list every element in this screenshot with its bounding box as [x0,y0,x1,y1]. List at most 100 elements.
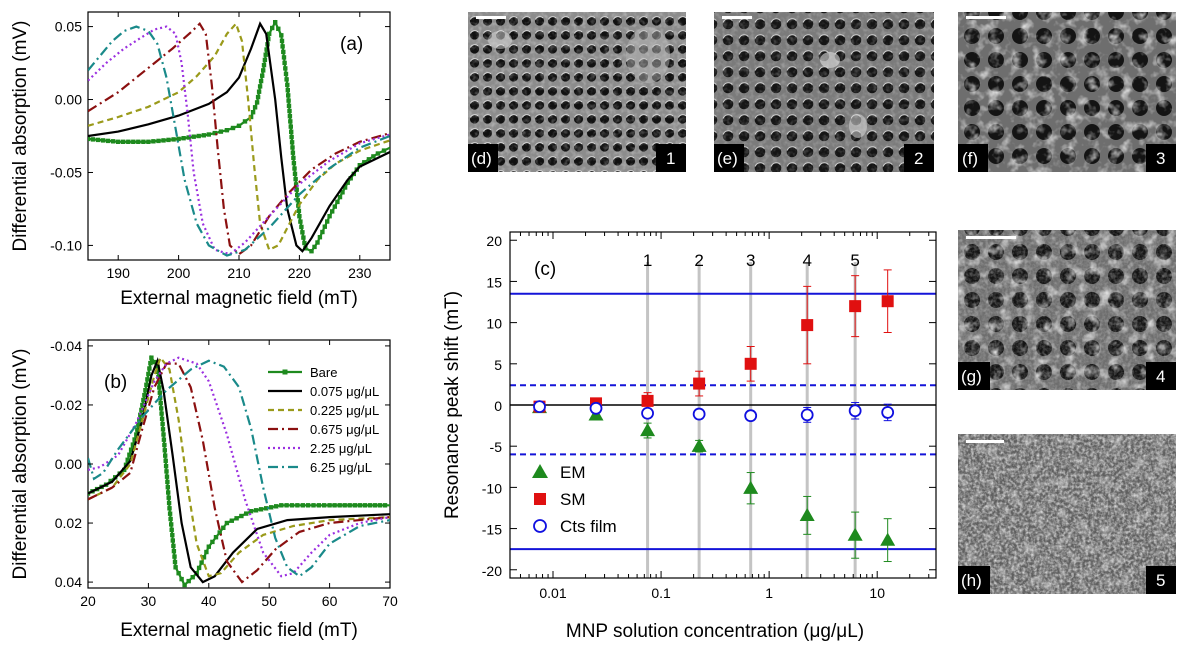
chart-b-series-0-marker [169,522,174,527]
chart-b-series-0-marker [159,406,164,411]
chart-c-ytick-label: 0 [494,398,502,414]
sem-image-e: (e) 2 [714,12,934,172]
chart-a-series-0-marker [287,114,293,119]
chart-a-series-0-marker [297,214,302,219]
chart-b-series-0-marker [130,442,136,447]
chart-b-series-0-marker [176,571,181,576]
chart-b-series-0-marker [217,530,222,535]
image-label-e: (e) [717,149,738,168]
chart-b-series-0-marker [199,560,204,565]
chart-c-vline-label-4: 4 [802,251,811,270]
chart-c-point-cts-film [848,404,862,418]
chart-a-series-0-marker [201,133,206,138]
chart-a-series-0-marker [296,208,302,214]
chart-a-series-0-marker [136,139,141,144]
chart-b-series-0-marker [165,485,170,490]
chart-b-series-0-marker [337,503,342,508]
chart-b-series-0-marker [163,453,168,458]
y-axis-label-b: Differential absorption (mV) [10,349,31,580]
chart-a-series-0-marker [286,93,291,98]
chart-a-series-0-marker [366,157,372,162]
chart-a-series-0-marker [242,119,248,124]
chart-a-series-0-marker [186,135,191,140]
chart-a-series-0-marker [289,140,295,145]
chart-c-point-em [847,527,863,541]
chart-c-point-em [743,480,759,494]
chart-b-series-0-marker [173,565,178,570]
chart-a-series-0-marker [116,139,121,144]
image-label-f: (f) [962,149,978,168]
chart-b-series-0-marker [135,427,140,432]
chart-b-series-0-marker [172,559,178,565]
chart-a-series-0-marker [342,185,348,190]
chart-a-series-0-marker [301,235,306,240]
x-axis-label-a: External magnetic field (mT) [120,288,358,309]
chart-a-series-0-marker [292,166,297,171]
legend-b-label-5: 6.25 μg/μL [310,460,372,475]
chart-c-ytick-label: -20 [482,563,502,579]
chart-b-series-0-marker [206,544,211,549]
chart-b-series-0-marker [125,457,130,462]
chart-b-series-0-marker [166,500,172,506]
chart-b-series-0-marker [274,504,279,509]
chart-a-series-0-marker [121,139,126,144]
chart-b-series-0-marker [163,458,168,463]
chart-b-series-0-marker [169,527,174,532]
legend-b-label-2: 0.225 μg/μL [310,403,379,418]
chart-b-series-0-marker [164,474,170,479]
chart-b-series-0-marker [143,388,148,393]
chart-b-series-0-marker [382,503,388,508]
chart-b-series-0-marker [342,503,347,508]
chart-a-xtick-label: 220 [288,265,312,281]
chart-b-series-0-marker [139,407,144,413]
chart-c-ytick-label: 5 [494,357,502,373]
chart-b-series-0-marker [172,554,177,559]
chart-b-series-0-marker [258,507,264,512]
chart-c-point-sm [881,295,894,308]
chart-a-series-0-marker [300,230,305,235]
chart-a-series-0-marker [320,229,325,235]
legend-c-label-2: Cts film [560,517,617,536]
chart-a-series-0-marker [146,139,151,144]
chart-c-point-cts-film [533,400,546,414]
chart-b-series-0-marker [146,371,151,377]
panel-a: 190 200 210 220 230 0.05 0.00 -0.05 -0.10 (a) Ex… [10,11,391,309]
chart-c-point-cts-film [641,406,654,420]
chart-a-ytick-label: -0.05 [50,164,82,180]
chart-c-point-em [691,438,707,452]
chart-a-series-0-marker [257,84,263,89]
chart-a-series-0-marker [111,139,116,144]
chart-a-series-0-marker [250,110,256,115]
chart-a-series-0-marker [293,176,298,182]
chart-b-series-0-marker [142,392,147,398]
image-index-2: 2 [914,149,923,168]
y-axis-label-c: Resonance peak shift (mT) [442,291,463,519]
chart-b-series-0-marker [170,538,175,543]
chart-a-series-0-marker [291,161,297,166]
panel-label-b: (b) [104,372,127,393]
chart-a-series-0-marker [332,204,337,209]
chart-a-series-0-marker [264,47,269,52]
chart-b-series-0-marker [132,437,137,442]
chart-a-series-0-marker [279,33,284,38]
chart-a-series-0-marker [131,139,136,144]
chart-b-series-0-marker [168,516,173,522]
legend-c-marker-1 [534,493,546,505]
legend-b-marker-0 [282,369,288,375]
chart-a-series-0-marker [312,244,317,250]
chart-b-series-0-marker [327,503,332,508]
chart-a-series-0-marker [191,134,196,139]
chart-b-series-0-marker [362,503,367,508]
chart-b-series-0-marker [357,503,362,508]
chart-a-series-0-marker [309,249,314,254]
chart-c-xtick-label: 10 [869,585,885,601]
chart-b-series-0-marker [305,503,311,508]
chart-a-series-0-marker [171,137,176,142]
chart-b-series-0-marker [122,467,127,473]
chart-a-series-0-marker [345,180,350,185]
chart-b-series-5-line [88,359,390,578]
chart-b-series-0-marker [162,448,167,453]
chart-c-point-cts-film [692,407,706,421]
chart-b-ytick-label: 0.04 [55,574,82,590]
